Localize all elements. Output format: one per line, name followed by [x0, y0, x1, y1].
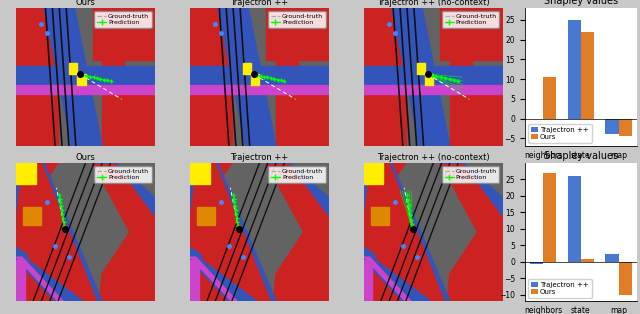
Legend: Ground-truth, Prediction: Ground-truth, Prediction [268, 11, 326, 28]
Polygon shape [190, 8, 243, 74]
Polygon shape [17, 80, 58, 146]
Polygon shape [276, 74, 329, 146]
Bar [605, 254, 618, 262]
Polygon shape [69, 63, 77, 74]
Polygon shape [17, 66, 155, 88]
Polygon shape [364, 163, 383, 184]
Polygon shape [17, 163, 58, 225]
Polygon shape [197, 207, 215, 225]
Bar [568, 20, 580, 119]
Title: Ours: Ours [76, 153, 95, 162]
Polygon shape [364, 8, 417, 74]
Polygon shape [17, 163, 97, 301]
Polygon shape [17, 8, 155, 146]
Polygon shape [17, 163, 36, 184]
Polygon shape [190, 260, 198, 301]
Title: Shapley values: Shapley values [544, 0, 618, 6]
Polygon shape [93, 163, 155, 216]
Polygon shape [93, 163, 155, 301]
Title: Shapley values: Shapley values [544, 151, 618, 161]
Legend: Ground-truth, Prediction: Ground-truth, Prediction [442, 166, 499, 183]
Polygon shape [440, 8, 502, 61]
Polygon shape [17, 260, 25, 301]
Polygon shape [364, 163, 450, 301]
Polygon shape [364, 66, 502, 88]
Polygon shape [190, 8, 329, 146]
Polygon shape [243, 63, 251, 74]
Polygon shape [440, 163, 502, 216]
Bar [618, 119, 632, 137]
Polygon shape [17, 257, 63, 301]
Polygon shape [266, 163, 329, 216]
Polygon shape [364, 260, 372, 301]
Title: Trajectron ++ (no-context): Trajectron ++ (no-context) [377, 153, 490, 162]
Polygon shape [44, 8, 102, 146]
Polygon shape [93, 8, 155, 61]
Polygon shape [266, 163, 329, 301]
Legend: Trajectron ++, Ours: Trajectron ++, Ours [528, 279, 591, 298]
Polygon shape [364, 163, 444, 301]
Bar [530, 262, 543, 263]
Polygon shape [190, 163, 271, 301]
Polygon shape [102, 55, 124, 77]
Legend: Ground-truth, Prediction: Ground-truth, Prediction [94, 11, 152, 28]
Polygon shape [371, 207, 389, 225]
Bar [605, 119, 618, 134]
Polygon shape [190, 66, 329, 88]
Polygon shape [17, 260, 55, 301]
Polygon shape [190, 85, 329, 94]
Polygon shape [190, 260, 229, 301]
Polygon shape [266, 8, 329, 61]
Polygon shape [425, 74, 433, 85]
Bar [618, 262, 632, 295]
Bar [580, 258, 594, 262]
Polygon shape [450, 74, 502, 146]
Polygon shape [276, 55, 298, 77]
Polygon shape [417, 63, 425, 74]
Polygon shape [251, 74, 259, 85]
Bar [543, 77, 556, 119]
Title: Trajectron ++: Trajectron ++ [230, 0, 289, 7]
Title: Ours: Ours [76, 0, 95, 7]
Polygon shape [364, 260, 403, 301]
Title: Trajectron ++: Trajectron ++ [230, 153, 289, 162]
Polygon shape [364, 257, 411, 301]
Polygon shape [190, 163, 232, 225]
Polygon shape [23, 207, 41, 225]
Polygon shape [364, 8, 502, 146]
Polygon shape [392, 8, 450, 146]
Polygon shape [190, 163, 329, 301]
Legend: Ground-truth, Prediction: Ground-truth, Prediction [268, 166, 326, 183]
Legend: Ground-truth, Prediction: Ground-truth, Prediction [94, 166, 152, 183]
Polygon shape [440, 163, 502, 301]
Polygon shape [190, 163, 209, 184]
Legend: Ground-truth, Prediction: Ground-truth, Prediction [442, 11, 499, 28]
Polygon shape [364, 163, 502, 301]
Polygon shape [17, 163, 102, 301]
Bar [580, 32, 594, 119]
Title: Trajectron ++ (no-context): Trajectron ++ (no-context) [377, 0, 490, 7]
Bar [543, 173, 556, 262]
Polygon shape [190, 163, 276, 301]
Polygon shape [450, 55, 472, 77]
Polygon shape [218, 8, 276, 146]
Polygon shape [364, 163, 406, 225]
Polygon shape [364, 85, 502, 94]
Polygon shape [17, 163, 155, 301]
Polygon shape [190, 257, 237, 301]
Bar [568, 176, 580, 262]
Legend: Trajectron ++, Ours: Trajectron ++, Ours [528, 124, 591, 143]
Polygon shape [77, 74, 86, 85]
Polygon shape [17, 8, 69, 74]
Polygon shape [364, 80, 406, 146]
Polygon shape [17, 85, 155, 94]
Polygon shape [190, 80, 232, 146]
Polygon shape [102, 74, 155, 146]
